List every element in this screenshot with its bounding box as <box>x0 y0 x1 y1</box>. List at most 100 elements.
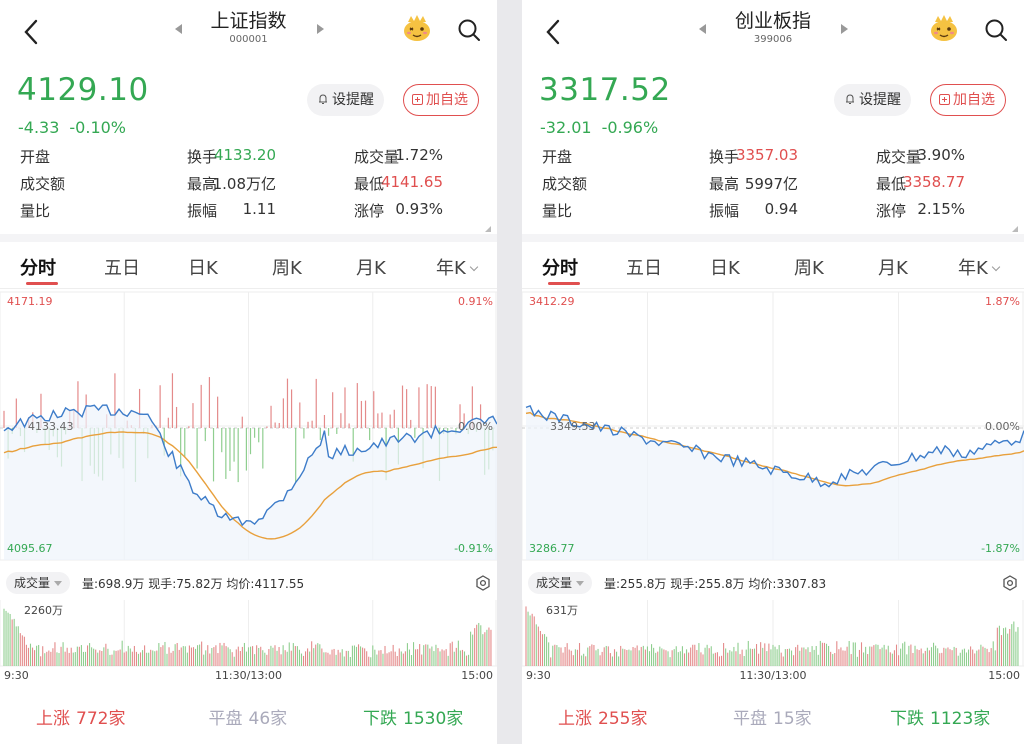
pct-top-label: 1.87% <box>985 295 1020 308</box>
settings-gear-icon[interactable] <box>475 575 491 591</box>
current-price: 3317.52 <box>539 72 671 108</box>
search-icon[interactable] <box>984 18 1008 42</box>
stat-1-0: 成交额 1.08万亿 <box>20 173 276 194</box>
stat-label: 成交量 <box>876 148 922 166</box>
add-watchlist-button[interactable]: 加自选 <box>403 84 479 116</box>
next-index-arrow-icon[interactable] <box>841 24 848 34</box>
stat-label: 量比 <box>542 202 573 220</box>
active-tab-underline <box>26 282 58 285</box>
expand-corner-icon[interactable] <box>1012 226 1018 232</box>
back-icon[interactable] <box>22 18 40 46</box>
prev-index-arrow-icon[interactable] <box>174 24 182 34</box>
volume-max-label: 631万 <box>546 604 578 617</box>
mascot-icon[interactable] <box>402 14 432 42</box>
stat-value: 3358.77 <box>902 173 965 191</box>
tab-0[interactable]: 分时 <box>20 258 56 279</box>
decliners-count: 1530家 <box>403 709 464 729</box>
unchanged-count: 15家 <box>773 709 812 729</box>
stat-value: 5997亿 <box>744 175 798 193</box>
tab-2[interactable]: 日K <box>188 258 218 279</box>
stat-label: 成交额 <box>542 175 588 193</box>
tab-0[interactable]: 分时 <box>542 258 578 279</box>
chevron-down-icon <box>54 581 63 586</box>
stat-2-2: 涨停100000.0 <box>876 200 1004 221</box>
advancers-label: 上涨 <box>36 709 70 729</box>
time-mid-label: 11:30/13:00 <box>739 669 806 682</box>
intraday-chart[interactable]: 4171.19 0.91% 4133.43 0.00% 4095.67 -0.91% <box>0 290 497 566</box>
time-start-label: 9:30 <box>4 669 29 682</box>
tab-4[interactable]: 月K <box>878 258 908 279</box>
stat-0-1: 换手 1.72% <box>187 146 443 167</box>
set-reminder-button[interactable]: 设提醒 <box>834 84 911 116</box>
unchanged-count: 46家 <box>248 709 288 729</box>
stat-label: 量比 <box>20 202 51 220</box>
tab-3[interactable]: 周K <box>272 258 302 279</box>
stat-value: 0.93% <box>395 200 443 218</box>
settings-gear-icon[interactable] <box>1002 575 1018 591</box>
time-mid-label: 11:30/13:00 <box>215 669 282 682</box>
decliners-label: 下跌 <box>890 709 924 729</box>
pct-mid-label: 0.00% <box>985 420 1020 433</box>
stat-value: 0.94 <box>764 200 798 218</box>
indicator-selector-label: 成交量 <box>536 576 573 590</box>
index-code: 399006 <box>753 34 793 45</box>
stat-label: 成交额 <box>20 175 66 193</box>
mascot-icon[interactable] <box>929 14 959 42</box>
unchanged[interactable]: 平盘 15家 <box>733 704 812 729</box>
tab-1[interactable]: 五日 <box>626 258 662 279</box>
indicator-selector-label: 成交量 <box>14 576 51 590</box>
bell-icon <box>846 94 854 104</box>
stat-label: 开盘 <box>542 148 573 166</box>
tab-5[interactable]: 年K <box>436 254 479 280</box>
advancers[interactable]: 上涨 255家 <box>558 704 647 729</box>
advancers[interactable]: 上涨 772家 <box>36 704 125 729</box>
tab-2[interactable]: 日K <box>710 258 740 279</box>
stat-label: 最高 <box>187 175 218 193</box>
add-watchlist-button[interactable]: 加自选 <box>930 84 1006 116</box>
chevron-down-icon <box>991 262 1001 272</box>
decliners[interactable]: 下跌 1123家 <box>890 704 990 729</box>
add-box-icon <box>412 94 423 105</box>
left-quote-panel: 上证指数 000001 4129.10 -4.33 -0.10% 设提醒 加自选 … <box>0 0 497 744</box>
unchanged[interactable]: 平盘 46家 <box>209 704 288 729</box>
stat-value: 3357.03 <box>735 146 798 164</box>
price-line <box>3 404 497 527</box>
next-index-arrow-icon[interactable] <box>316 24 324 34</box>
intraday-chart[interactable]: 3412.29 1.87% 3349.53 0.00% 3286.77 -1.87% <box>522 290 1024 566</box>
stat-2-0: 量比 0.94 <box>542 200 798 221</box>
stat-value: 4133.20 <box>213 146 276 164</box>
prev-index-arrow-icon[interactable] <box>699 24 706 34</box>
title-block: 创业板指 399006 <box>522 6 1024 45</box>
add-watchlist-label: 加自选 <box>953 92 995 108</box>
section-divider <box>0 234 497 242</box>
tab-3[interactable]: 周K <box>794 258 824 279</box>
stat-value: 1.08万亿 <box>212 175 276 193</box>
stat-label: 最低 <box>354 175 385 193</box>
search-icon[interactable] <box>457 18 481 42</box>
stat-2-2: 涨停4546.77 <box>354 200 482 221</box>
set-reminder-button[interactable]: 设提醒 <box>307 84 384 116</box>
indicator-selector[interactable]: 成交量 <box>528 572 593 594</box>
advancers-label: 上涨 <box>558 709 592 729</box>
stat-value: 1.72% <box>395 146 443 164</box>
set-reminder-label: 设提醒 <box>332 92 374 108</box>
tab-4[interactable]: 月K <box>356 258 386 279</box>
pct-mid-label: 0.00% <box>458 420 493 433</box>
indicator-selector[interactable]: 成交量 <box>6 572 71 594</box>
expand-corner-icon[interactable] <box>485 226 491 232</box>
time-end-label: 15:00 <box>461 669 493 682</box>
back-icon[interactable] <box>544 18 562 46</box>
decliners[interactable]: 下跌 1530家 <box>363 704 463 729</box>
pct-bottom-label: -0.91% <box>454 542 493 555</box>
tab-5[interactable]: 年K <box>958 254 1001 280</box>
title-block: 上证指数 000001 <box>0 6 497 45</box>
stat-value: 3.90% <box>917 146 965 164</box>
market-breadth: 上涨 772家 平盘 46家 下跌 1530家 <box>0 690 497 744</box>
change-amount: -4.33 <box>18 118 60 137</box>
tab-1[interactable]: 五日 <box>104 258 140 279</box>
current-price: 4129.10 <box>17 72 149 108</box>
volume-chart[interactable]: 631万 9:30 11:30/13:00 15:00 <box>522 600 1024 686</box>
volume-chart[interactable]: 2260万 9:30 11:30/13:00 15:00 <box>0 600 497 686</box>
stat-label: 涨停 <box>876 202 907 220</box>
change-percent: -0.10% <box>69 118 127 137</box>
